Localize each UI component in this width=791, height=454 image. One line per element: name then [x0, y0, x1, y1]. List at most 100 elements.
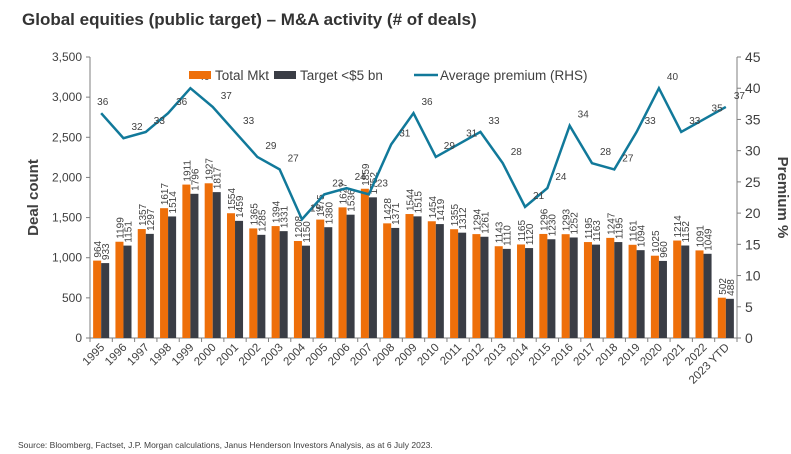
bar-target — [212, 192, 221, 338]
label-target: 1380 — [324, 202, 335, 225]
label-target: 1230 — [547, 214, 558, 237]
x-tick-label: 1998 — [148, 342, 175, 369]
right-tick-label: 45 — [745, 49, 761, 65]
premium-line — [100, 85, 727, 222]
x-tick-label: 2009 — [393, 342, 420, 369]
label-target: 1817 — [213, 166, 224, 189]
bar-target — [569, 237, 578, 338]
x-tick-label: 2005 — [304, 342, 331, 369]
premium-label: 19 — [310, 203, 322, 214]
premium-label: 31 — [399, 128, 411, 139]
bar-total-mkt — [650, 255, 659, 338]
premium-label: 21 — [533, 191, 545, 202]
premium-label: 29 — [265, 141, 277, 152]
x-tick-label: 1997 — [125, 342, 152, 369]
premium-label: 33 — [689, 116, 701, 127]
bar-total-mkt — [93, 260, 102, 338]
bar-total-mkt — [539, 233, 548, 338]
label-target: 1120 — [525, 223, 536, 245]
label-target: 1285 — [257, 209, 268, 232]
right-tick-label: 40 — [745, 80, 761, 96]
y-axis-label: Deal count — [25, 159, 42, 236]
bar-total-mkt — [115, 241, 124, 338]
bar-total-mkt — [450, 229, 459, 338]
premium-label: 24 — [555, 172, 567, 183]
x-tick-label: 2001 — [215, 342, 242, 369]
label-target: 933 — [101, 243, 112, 260]
bar-total-mkt — [204, 183, 213, 338]
bar-target — [458, 232, 467, 338]
bar-target — [435, 224, 444, 338]
bar-target — [101, 263, 110, 338]
label-total-mkt: 1025 — [651, 230, 662, 253]
premium-label: 34 — [578, 110, 590, 121]
bar-target — [703, 253, 712, 338]
premium-label: 32 — [131, 122, 143, 133]
label-total-mkt: 1428 — [383, 198, 394, 221]
source-note: Source: Bloomberg, Factset, J.P. Morgan … — [18, 440, 433, 450]
premium-label: 36 — [176, 97, 188, 108]
right-tick-label: 20 — [745, 205, 761, 221]
label-target: 1151 — [123, 221, 134, 243]
bar-total-mkt — [182, 184, 191, 338]
x-tick-label: 2008 — [371, 342, 398, 369]
bar-total-mkt — [293, 241, 302, 338]
y2-axis-label: Premium % — [774, 157, 791, 239]
bar-total-mkt — [673, 240, 682, 338]
label-target: 1150 — [302, 221, 313, 243]
bar-total-mkt — [249, 228, 258, 338]
label-target: 1297 — [146, 208, 157, 231]
premium-label: 28 — [600, 147, 612, 158]
bar-target — [368, 197, 377, 338]
bar-target — [681, 245, 690, 338]
label-target: 1195 — [614, 217, 625, 239]
bar-total-mkt — [717, 297, 726, 338]
bar-total-mkt — [628, 244, 637, 338]
premium-label: 33 — [645, 116, 657, 127]
premium-label: 23 — [332, 178, 344, 189]
label-total-mkt: 1293 — [562, 209, 573, 232]
premium-label: 35 — [712, 103, 724, 114]
label-target: 1514 — [168, 191, 179, 214]
bar-target — [480, 236, 489, 338]
premium-label: 27 — [288, 153, 300, 164]
bar-total-mkt — [360, 188, 369, 338]
bar-total-mkt — [405, 214, 414, 338]
right-tick-label: 35 — [745, 111, 761, 127]
label-target: 1536 — [347, 189, 358, 212]
right-tick-label: 25 — [745, 174, 761, 190]
label-target: 1252 — [570, 212, 581, 235]
bar-total-mkt — [517, 244, 526, 338]
label-target: 1163 — [592, 220, 603, 242]
label-total-mkt: 1165 — [517, 220, 528, 242]
x-tick-label: 2006 — [326, 342, 353, 369]
label-total-mkt: 1161 — [629, 220, 640, 242]
label-total-mkt: 1195 — [584, 217, 595, 239]
bar-target — [235, 220, 244, 338]
label-target: 1261 — [480, 211, 491, 234]
label-target: 1331 — [280, 205, 291, 228]
label-total-mkt: 1627 — [339, 182, 350, 205]
bar-target — [591, 244, 601, 338]
label-total-mkt: 1394 — [272, 200, 283, 223]
bar-target — [324, 227, 333, 338]
left-tick-label: 500 — [62, 291, 82, 305]
bar-target — [257, 234, 266, 338]
label-target: 1312 — [458, 207, 469, 230]
bar-total-mkt — [494, 246, 503, 338]
right-tick-label: 0 — [745, 330, 753, 346]
bar-target — [168, 216, 177, 338]
bar-target — [725, 298, 734, 338]
x-tick-label: 2017 — [572, 342, 599, 369]
legend-premium-label: Average premium (RHS) — [440, 68, 588, 83]
bar-target — [547, 239, 556, 338]
left-tick-label: 2,500 — [52, 130, 82, 144]
label-total-mkt: 1199 — [115, 217, 126, 239]
label-total-mkt: 1247 — [606, 212, 617, 235]
label-total-mkt: 1859 — [361, 163, 372, 186]
label-target: 1515 — [414, 191, 425, 214]
x-tick-label: 2002 — [237, 342, 264, 369]
legend-total-mkt-label: Total Mkt — [215, 68, 269, 83]
label-target: 1049 — [704, 228, 715, 251]
label-total-mkt: 1544 — [405, 188, 416, 211]
